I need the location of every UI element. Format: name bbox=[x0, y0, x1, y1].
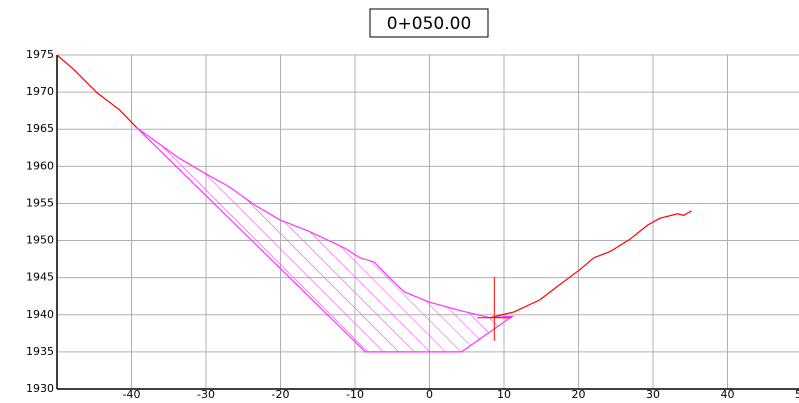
title-box bbox=[369, 8, 489, 38]
x-tick-label: 0 bbox=[426, 388, 433, 401]
x-tick-label: 30 bbox=[646, 388, 660, 401]
y-tick-label: 1960 bbox=[26, 159, 54, 172]
hatched-area bbox=[136, 127, 515, 353]
x-tick-label: 20 bbox=[572, 388, 586, 401]
x-tick-label: -40 bbox=[123, 388, 141, 401]
ground-line bbox=[56, 54, 138, 129]
x-tick-label: 50 bbox=[795, 388, 799, 401]
x-tick-label: -10 bbox=[346, 388, 364, 401]
y-tick-label: 1970 bbox=[26, 85, 54, 98]
y-tick-label: 1935 bbox=[26, 345, 54, 358]
y-tick-label: 1930 bbox=[26, 382, 54, 395]
x-tick-label: 10 bbox=[497, 388, 511, 401]
y-tick-label: 1965 bbox=[26, 122, 54, 135]
x-tick-label: -30 bbox=[197, 388, 215, 401]
y-tick-label: 1940 bbox=[26, 308, 54, 321]
x-tick-label: 40 bbox=[721, 388, 735, 401]
ground-line bbox=[489, 210, 692, 319]
y-tick-label: 1945 bbox=[26, 271, 54, 284]
chart-title: 0+050.00 bbox=[387, 14, 472, 34]
x-tick-label: -20 bbox=[272, 388, 290, 401]
y-tick-label: 1950 bbox=[26, 234, 54, 247]
y-tick-label: 1975 bbox=[26, 48, 54, 61]
y-tick-label: 1955 bbox=[26, 196, 54, 209]
